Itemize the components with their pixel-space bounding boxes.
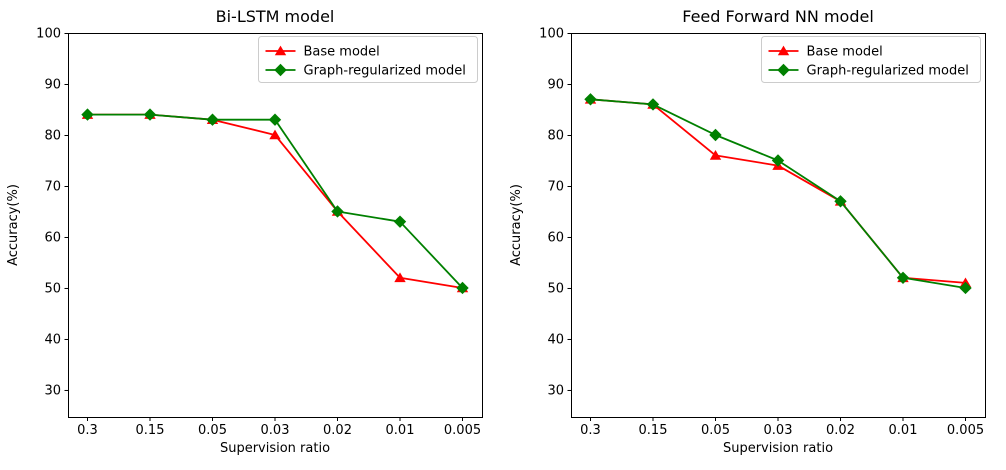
legend-box (258, 36, 478, 83)
x-tick-label: 0.02 (826, 423, 855, 438)
x-tick-label: 0.05 (701, 423, 730, 438)
triangle-marker-base-model (709, 149, 722, 160)
x-tick-label: 0.3 (580, 423, 601, 438)
diamond-marker-graph-regularized-model (268, 113, 282, 126)
x-tick-label: 0.05 (198, 423, 227, 438)
y-tick-label: 80 (44, 128, 61, 143)
diamond-marker-graph-regularized-model (959, 281, 972, 295)
diamond-marker-graph-regularized-model (456, 281, 469, 295)
y-tick-label: 60 (44, 230, 61, 245)
diamond-marker-graph-regularized-model (81, 108, 94, 121)
ffnn-chart: 30 40 50 60 70 80 90 100 0.3 0.15 0.05 0.03 0.02 0.01… (509, 7, 986, 456)
diamond-marker-graph-regularized-model (584, 93, 597, 106)
diamond-marker-graph-regularized-model (896, 271, 910, 284)
plot-frame (571, 33, 986, 418)
bilstm-x-axis-label: Supervision ratio (220, 441, 330, 456)
y-tick-label: 40 (44, 332, 61, 347)
ffnn-plot-area: 30 40 50 60 70 80 90 100 0.3 0.15 0.05 0.03 0.02 0.01… (539, 27, 986, 438)
ffnn-y-axis-label: Accuracy(%) (509, 184, 524, 266)
diamond-marker-graph-regularized-model (771, 154, 785, 167)
y-tick-label: 90 (547, 77, 564, 92)
diamond-marker-graph-regularized-model (834, 195, 847, 208)
bilstm-plot-area: 30 40 50 60 70 80 90 100 0.3 0.15 0.05 0.03 0.02 0.01… (36, 27, 483, 438)
diamond-marker-graph-regularized-model (709, 128, 722, 142)
triangle-marker-base-model (269, 129, 281, 140)
legend-box (761, 36, 981, 83)
ffnn-x-axis-label: Supervision ratio (723, 441, 833, 456)
legend-triangle-marker-base-model (777, 45, 790, 56)
y-tick-label: 50 (44, 281, 61, 296)
legend-label-base-model: Base model (304, 45, 380, 60)
y-tick-label: 50 (547, 281, 564, 296)
x-tick-label: 0.01 (386, 423, 415, 438)
y-tick-label: 100 (36, 27, 61, 42)
legend-label-graph-regularized-model: Graph-regularized model (807, 64, 969, 79)
y-tick-label: 70 (44, 179, 61, 194)
diamond-marker-graph-regularized-model (331, 205, 344, 218)
x-tick-label: 0.15 (639, 423, 668, 438)
x-tick-label: 0.15 (136, 423, 165, 438)
x-tick-label: 0.03 (261, 423, 290, 438)
y-tick-label: 40 (547, 332, 564, 347)
triangle-marker-base-model (394, 272, 406, 283)
y-tick-label: 90 (44, 77, 61, 92)
bilstm-chart: 30 40 50 60 70 80 90 100 0.3 0.15 0.05 0.03 0.02 0.01… (6, 7, 483, 456)
x-tick-label: 0.005 (444, 423, 481, 438)
ffnn-chart-title: Feed Forward NN model (682, 7, 874, 26)
bilstm-y-axis-label: Accuracy(%) (6, 184, 21, 266)
legend-label-base-model: Base model (807, 45, 883, 60)
y-tick-label: 30 (547, 383, 564, 398)
x-tick-label: 0.01 (889, 423, 918, 438)
y-tick-label: 80 (547, 128, 564, 143)
x-tick-label: 0.005 (947, 423, 984, 438)
legend-diamond-marker-graph-regularized-model (274, 63, 287, 77)
y-tick-label: 70 (547, 179, 564, 194)
x-tick-label: 0.3 (77, 423, 98, 438)
diamond-marker-graph-regularized-model (206, 113, 219, 126)
legend-label-graph-regularized-model: Graph-regularized model (304, 64, 466, 79)
plot-frame (68, 33, 483, 418)
diamond-marker-graph-regularized-model (646, 98, 660, 111)
bilstm-chart-title: Bi-LSTM model (216, 7, 335, 26)
y-tick-label: 100 (539, 27, 564, 42)
diamond-marker-graph-regularized-model (393, 215, 407, 228)
y-tick-label: 30 (44, 383, 61, 398)
legend-diamond-marker-graph-regularized-model (777, 63, 790, 77)
y-tick-label: 60 (547, 230, 564, 245)
x-tick-label: 0.02 (323, 423, 352, 438)
legend-triangle-marker-base-model (274, 45, 287, 56)
x-tick-label: 0.03 (764, 423, 793, 438)
diamond-marker-graph-regularized-model (143, 108, 157, 121)
